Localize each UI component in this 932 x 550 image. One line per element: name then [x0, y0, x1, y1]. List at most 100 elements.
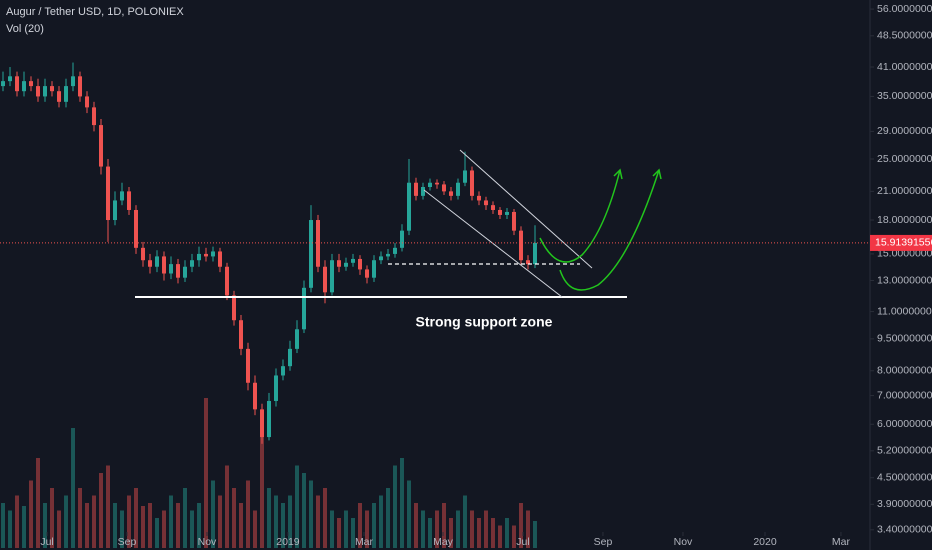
candle-body — [85, 96, 90, 108]
volume-bar — [36, 458, 41, 548]
y-tick-label: 7.00000000 — [877, 389, 932, 401]
volume-bar — [43, 503, 48, 548]
volume-bar — [483, 510, 488, 548]
volume-bar — [155, 518, 160, 548]
candle-body — [434, 182, 439, 185]
volume-bar — [532, 521, 537, 548]
x-tick-label: May — [433, 536, 454, 548]
y-tick-label: 3.40000000 — [877, 524, 932, 536]
y-tick-label: 13.00000000 — [877, 274, 932, 286]
volume-bar — [29, 480, 34, 548]
candle-body — [232, 295, 237, 321]
y-tick-label: 3.90000000 — [877, 498, 932, 510]
candle-body — [469, 170, 474, 196]
candle-body — [162, 256, 167, 274]
x-tick-label: Sep — [594, 536, 613, 548]
candle-body — [413, 182, 418, 196]
volume-bar — [288, 495, 292, 548]
candle-body — [476, 195, 481, 201]
volume-bar — [427, 518, 432, 548]
marks — [1, 62, 537, 548]
candle-body — [357, 258, 362, 270]
candle-body — [288, 348, 292, 367]
candle-body — [106, 166, 111, 221]
chart-title: Augur / Tether USD, 1D, POLONIEX — [6, 6, 184, 18]
candle-body — [246, 348, 251, 383]
candle-body — [343, 262, 348, 267]
volume-bar — [190, 510, 195, 548]
candle-body — [497, 209, 502, 215]
volume-bar — [392, 465, 397, 548]
volume-bar — [322, 488, 327, 548]
volume-bar — [176, 503, 181, 548]
projection-arrow — [539, 169, 621, 263]
candle-body — [392, 247, 397, 254]
volume-bar — [357, 503, 362, 548]
x-tick-label: Jul — [40, 536, 53, 548]
volume-bar — [281, 503, 286, 548]
volume-bar — [455, 510, 460, 548]
candle-body — [253, 382, 258, 410]
volume-bar — [308, 480, 313, 548]
volume-bar — [218, 495, 223, 548]
volume-bar — [8, 510, 13, 548]
x-tick-label: Jul — [516, 536, 529, 548]
volume-bar — [434, 510, 439, 548]
x-tick-label: Mar — [832, 536, 851, 548]
volume-bar — [350, 518, 355, 548]
volume-bar — [162, 510, 167, 548]
volume-bar — [120, 510, 125, 548]
candle-body — [350, 258, 355, 263]
y-tick-label: 25.00000000 — [877, 153, 932, 165]
y-tick-label: 18.00000000 — [877, 214, 932, 226]
drawings — [135, 149, 662, 298]
candle-body — [43, 86, 48, 97]
y-tick-label: 29.00000000 — [877, 125, 932, 137]
candle-body — [64, 86, 69, 102]
candle-body — [308, 220, 313, 288]
volume-bar — [385, 488, 390, 548]
volume-bar — [99, 473, 104, 548]
projection-arrow — [559, 169, 660, 291]
volume-bar — [518, 503, 523, 548]
y-tick-label: 41.00000000 — [877, 61, 932, 73]
y-tick-label: 5.20000000 — [877, 445, 932, 457]
volume-bar — [525, 510, 530, 548]
channel-upper — [459, 149, 593, 269]
volume-bar — [315, 495, 320, 548]
volume-bar — [253, 510, 258, 548]
volume-bar — [183, 488, 188, 548]
volume-bar — [246, 480, 251, 548]
candle-body — [120, 191, 125, 201]
candle-body — [1, 81, 6, 87]
arrow-head — [613, 168, 623, 180]
candle-body — [462, 170, 467, 183]
candle-body — [399, 230, 404, 248]
candle-body — [113, 200, 118, 221]
volume-bar — [22, 506, 27, 548]
volume-bar — [78, 488, 83, 548]
candle-body — [301, 287, 306, 330]
volume-bar — [85, 503, 90, 548]
arrow-head — [652, 168, 662, 180]
volume-bar — [134, 488, 139, 548]
candle-body — [420, 187, 425, 196]
volume-bar — [448, 518, 453, 548]
volume-bar — [197, 503, 202, 548]
volume-bar — [141, 506, 146, 548]
candle-body — [29, 81, 34, 87]
candle-body — [483, 200, 488, 206]
candle-body — [134, 209, 139, 248]
candle-body — [92, 107, 97, 126]
candle-body — [78, 76, 83, 97]
candle-body — [36, 86, 41, 97]
volume-bar — [399, 458, 404, 548]
candle-body — [371, 260, 376, 278]
volume-bar — [106, 465, 111, 548]
candle-body — [385, 253, 390, 257]
volume-bar — [420, 510, 425, 548]
candle-body — [511, 211, 516, 231]
volume-bar — [378, 495, 383, 548]
